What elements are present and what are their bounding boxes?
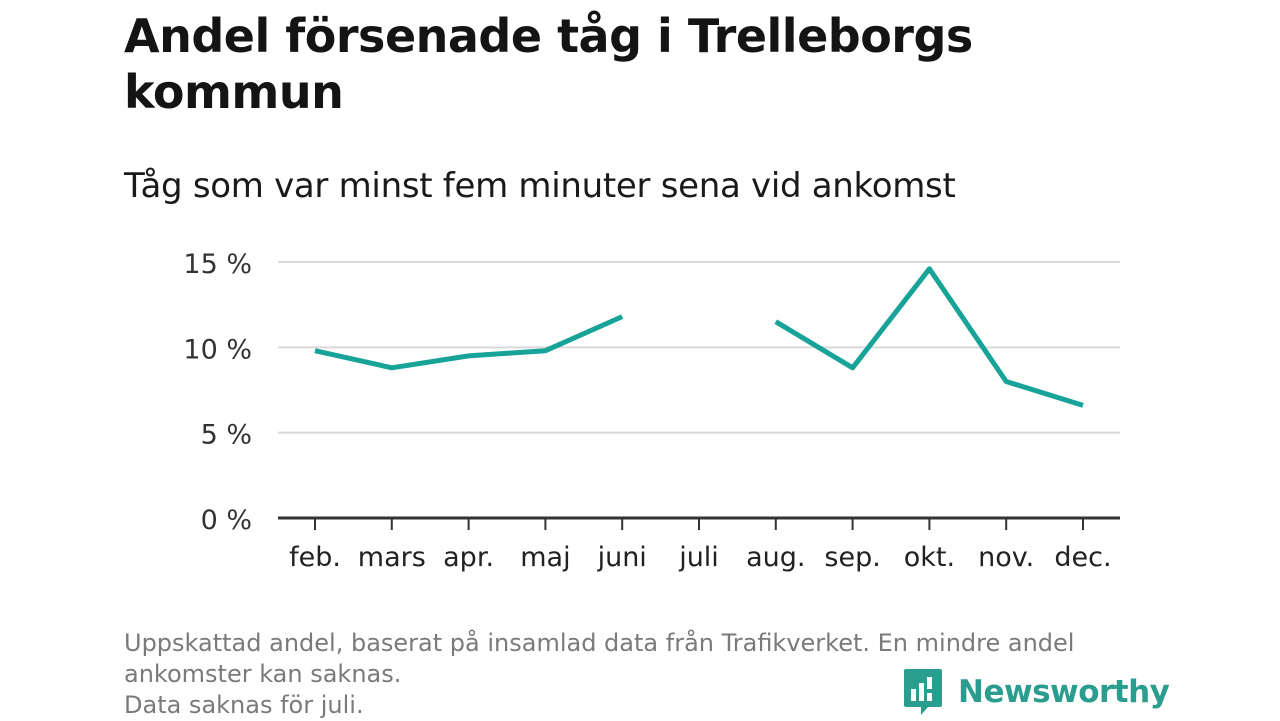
footnote: Uppskattad andel, baserat på insamlad da… [124,628,1164,721]
y-tick-label: 0 % [201,505,252,536]
x-axis-ticks: feb. mars apr. maj juni juli aug. sep. okt. nov. d… [289,518,1112,573]
series-line [774,266,1084,408]
x-tick-label: maj [520,542,570,573]
grid-lines [278,261,1120,434]
y-axis-ticks: 0 % 5 % 10 % 15 % [183,249,252,536]
line-chart: 0 % 5 % 10 % 15 % feb. mars apr. maj juni juli au… [183,249,1120,573]
x-tick-label: feb. [289,542,341,573]
x-tick-label: aug. [746,542,805,573]
data-series [314,266,1084,408]
x-tick-label: nov. [978,542,1034,573]
bar-chart-icon [904,669,942,715]
chart-subtitle: Tåg som var minst fem minuter sena vid a… [124,166,956,206]
x-tick-label: dec. [1054,542,1111,573]
brand-name: Newsworthy [958,674,1170,710]
y-tick-label: 15 % [183,249,252,280]
x-tick-label: mars [358,542,426,573]
y-tick-label: 10 % [183,334,252,365]
chart-title: Andel försenade tåg i Trelleborgs kommun [124,9,973,119]
footnote-line: Data saknas för juli. [124,691,364,719]
x-tick-label: apr. [443,542,494,573]
x-tick-label: juli [678,542,719,573]
x-tick-label: juni [597,542,647,573]
series-line [314,314,624,371]
footnote-line: ankomster kan saknas. [124,660,402,688]
brand-logo: Newsworthy [902,668,1170,716]
y-tick-label: 5 % [201,420,252,451]
x-tick-label: okt. [904,542,955,573]
footnote-line: Uppskattad andel, baserat på insamlad da… [124,629,1075,657]
x-tick-label: sep. [824,542,880,573]
